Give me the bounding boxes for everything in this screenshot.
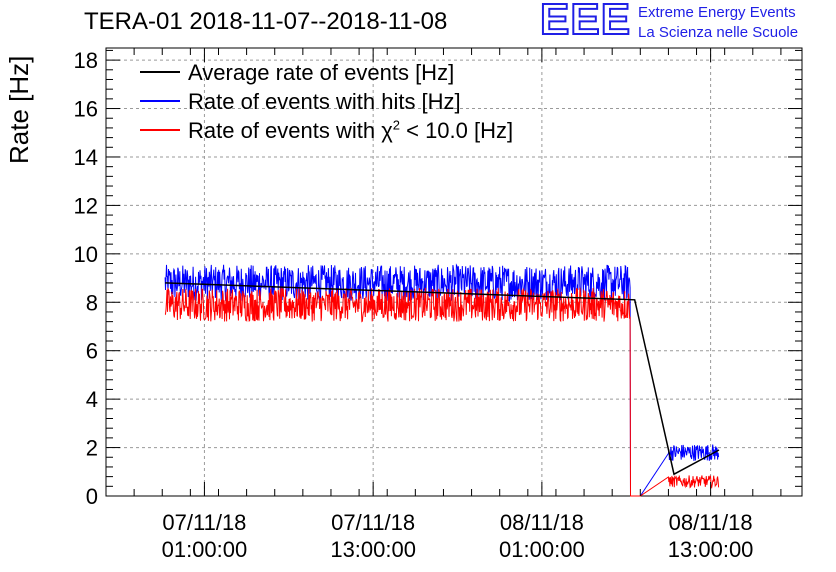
eee-logo-letters: EEE bbox=[539, 0, 632, 44]
series-chi2-line bbox=[164, 286, 720, 497]
logo-line-1: Extreme Energy Events bbox=[638, 4, 796, 21]
y-tick-label: 4 bbox=[86, 387, 98, 412]
x-tick-label-date: 07/11/18 bbox=[331, 510, 415, 535]
series-group bbox=[164, 263, 720, 497]
x-tick-label-time: 13:00:00 bbox=[330, 537, 416, 562]
legend: Average rate of events [Hz] Rate of even… bbox=[136, 58, 513, 145]
y-tick-label: 18 bbox=[74, 48, 98, 73]
axes: 02468101214161807/11/1801:00:0007/11/181… bbox=[74, 48, 802, 562]
eee-logo: EEE Extreme Energy Events La Scienza nel… bbox=[539, 0, 830, 44]
y-axis-label-text: Rate [Hz] bbox=[4, 55, 34, 164]
grid-lines bbox=[106, 48, 802, 496]
legend-item-average: Average rate of events [Hz] bbox=[136, 58, 513, 87]
chart-title: TERA-01 2018-11-07--2018-11-08 bbox=[84, 8, 448, 35]
legend-swatch-average bbox=[140, 71, 180, 74]
x-tick-label-time: 01:00:00 bbox=[162, 537, 248, 562]
legend-chi2-sup: 2 bbox=[392, 117, 400, 133]
legend-swatch-chi2 bbox=[140, 129, 180, 132]
legend-chi2-suffix: < 10.0 [Hz] bbox=[400, 118, 514, 143]
y-tick-label: 8 bbox=[86, 290, 98, 315]
legend-item-hits: Rate of events with hits [Hz] bbox=[136, 87, 513, 116]
y-tick-label: 2 bbox=[86, 436, 98, 461]
legend-label-hits: Rate of events with hits [Hz] bbox=[188, 89, 461, 114]
y-tick-label: 6 bbox=[86, 339, 98, 364]
series-average-line bbox=[165, 282, 720, 476]
legend-chi2-prefix: Rate of events with χ bbox=[188, 118, 393, 143]
legend-label-average: Average rate of events [Hz] bbox=[188, 60, 455, 85]
x-tick-label-time: 01:00:00 bbox=[499, 537, 585, 562]
legend-item-chi2: Rate of events with χ2 < 10.0 [Hz] bbox=[136, 116, 513, 145]
x-tick-label-date: 07/11/18 bbox=[162, 510, 246, 535]
y-tick-label: 10 bbox=[74, 242, 98, 267]
legend-swatch-hits bbox=[140, 100, 180, 103]
x-tick-label-date: 08/11/18 bbox=[500, 510, 584, 535]
y-axis-label: Rate [Hz] bbox=[4, 56, 35, 164]
x-tick-label-time: 13:00:00 bbox=[668, 537, 754, 562]
y-tick-label: 16 bbox=[74, 97, 98, 122]
y-tick-label: 12 bbox=[74, 193, 98, 218]
legend-label-chi2: Rate of events with χ2 < 10.0 [Hz] bbox=[188, 116, 513, 145]
logo-line-2: La Scienza nelle Scuole bbox=[638, 24, 799, 41]
y-tick-label: 0 bbox=[86, 484, 98, 509]
x-tick-label-date: 08/11/18 bbox=[669, 510, 753, 535]
y-tick-label: 14 bbox=[74, 145, 98, 170]
series-hits-line bbox=[164, 263, 720, 497]
